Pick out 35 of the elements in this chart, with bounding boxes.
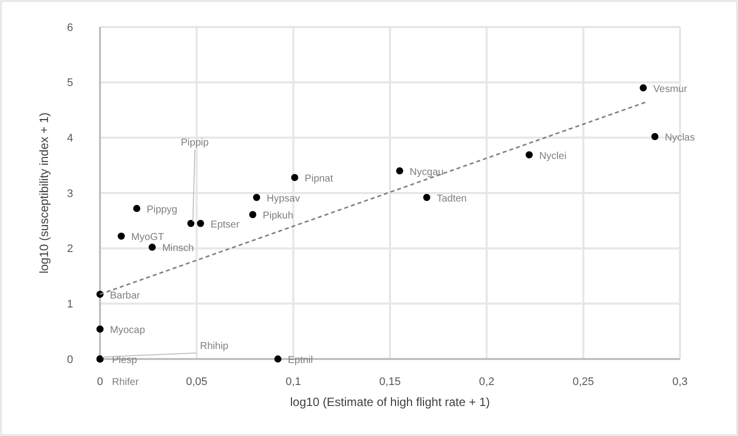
annotation: Tadten — [436, 193, 467, 204]
x-tick-label: 0,3 — [672, 376, 688, 388]
y-tick-label: 1 — [66, 298, 74, 311]
annotation: Vesmur — [653, 84, 688, 95]
annotation: Pippip — [180, 137, 210, 148]
x-tick-label: 0,15 — [379, 376, 401, 388]
y-tick-label: 5 — [66, 77, 74, 90]
annotation: Nyclas — [664, 132, 695, 144]
annotation: Hypsav — [266, 193, 300, 204]
annotation: Pipnat — [304, 174, 334, 185]
x-tick-label: 0,05 — [186, 376, 208, 388]
y-tick-label: 3 — [66, 188, 74, 200]
annotation: Plesp — [112, 355, 138, 366]
annotation: Nycgau — [410, 166, 444, 178]
annotation: Myocap — [110, 325, 146, 336]
y-axis-title: log10 (susceptibility index + 1) — [37, 112, 51, 274]
x-tick-label: 0,2 — [479, 376, 494, 388]
x-tick-label: 0,1 — [286, 376, 301, 388]
annotation: Rhifer — [112, 377, 140, 388]
y-tick-label: 0 — [66, 354, 74, 366]
annotation: Pippyg — [146, 204, 178, 216]
annotation: Eptnil — [288, 355, 313, 366]
x-tick-label: 0 — [96, 376, 104, 388]
annotation: Nyclei — [539, 150, 566, 162]
y-tick-label: 2 — [66, 243, 74, 256]
annotation: Barbar — [110, 290, 141, 302]
y-tick-label: 6 — [66, 22, 74, 34]
annotation: Pipkuh — [262, 210, 294, 222]
annotation: Eptser — [210, 219, 240, 230]
annotation: MyoGT — [131, 232, 164, 244]
x-tick-label: 0,25 — [572, 376, 594, 388]
x-axis-title: log10 (Estimate of high flight rate + 1) — [290, 395, 490, 409]
annotation: Rhihip — [200, 341, 229, 352]
y-tick-label: 4 — [66, 132, 74, 145]
annotation: Minsch — [162, 243, 194, 254]
